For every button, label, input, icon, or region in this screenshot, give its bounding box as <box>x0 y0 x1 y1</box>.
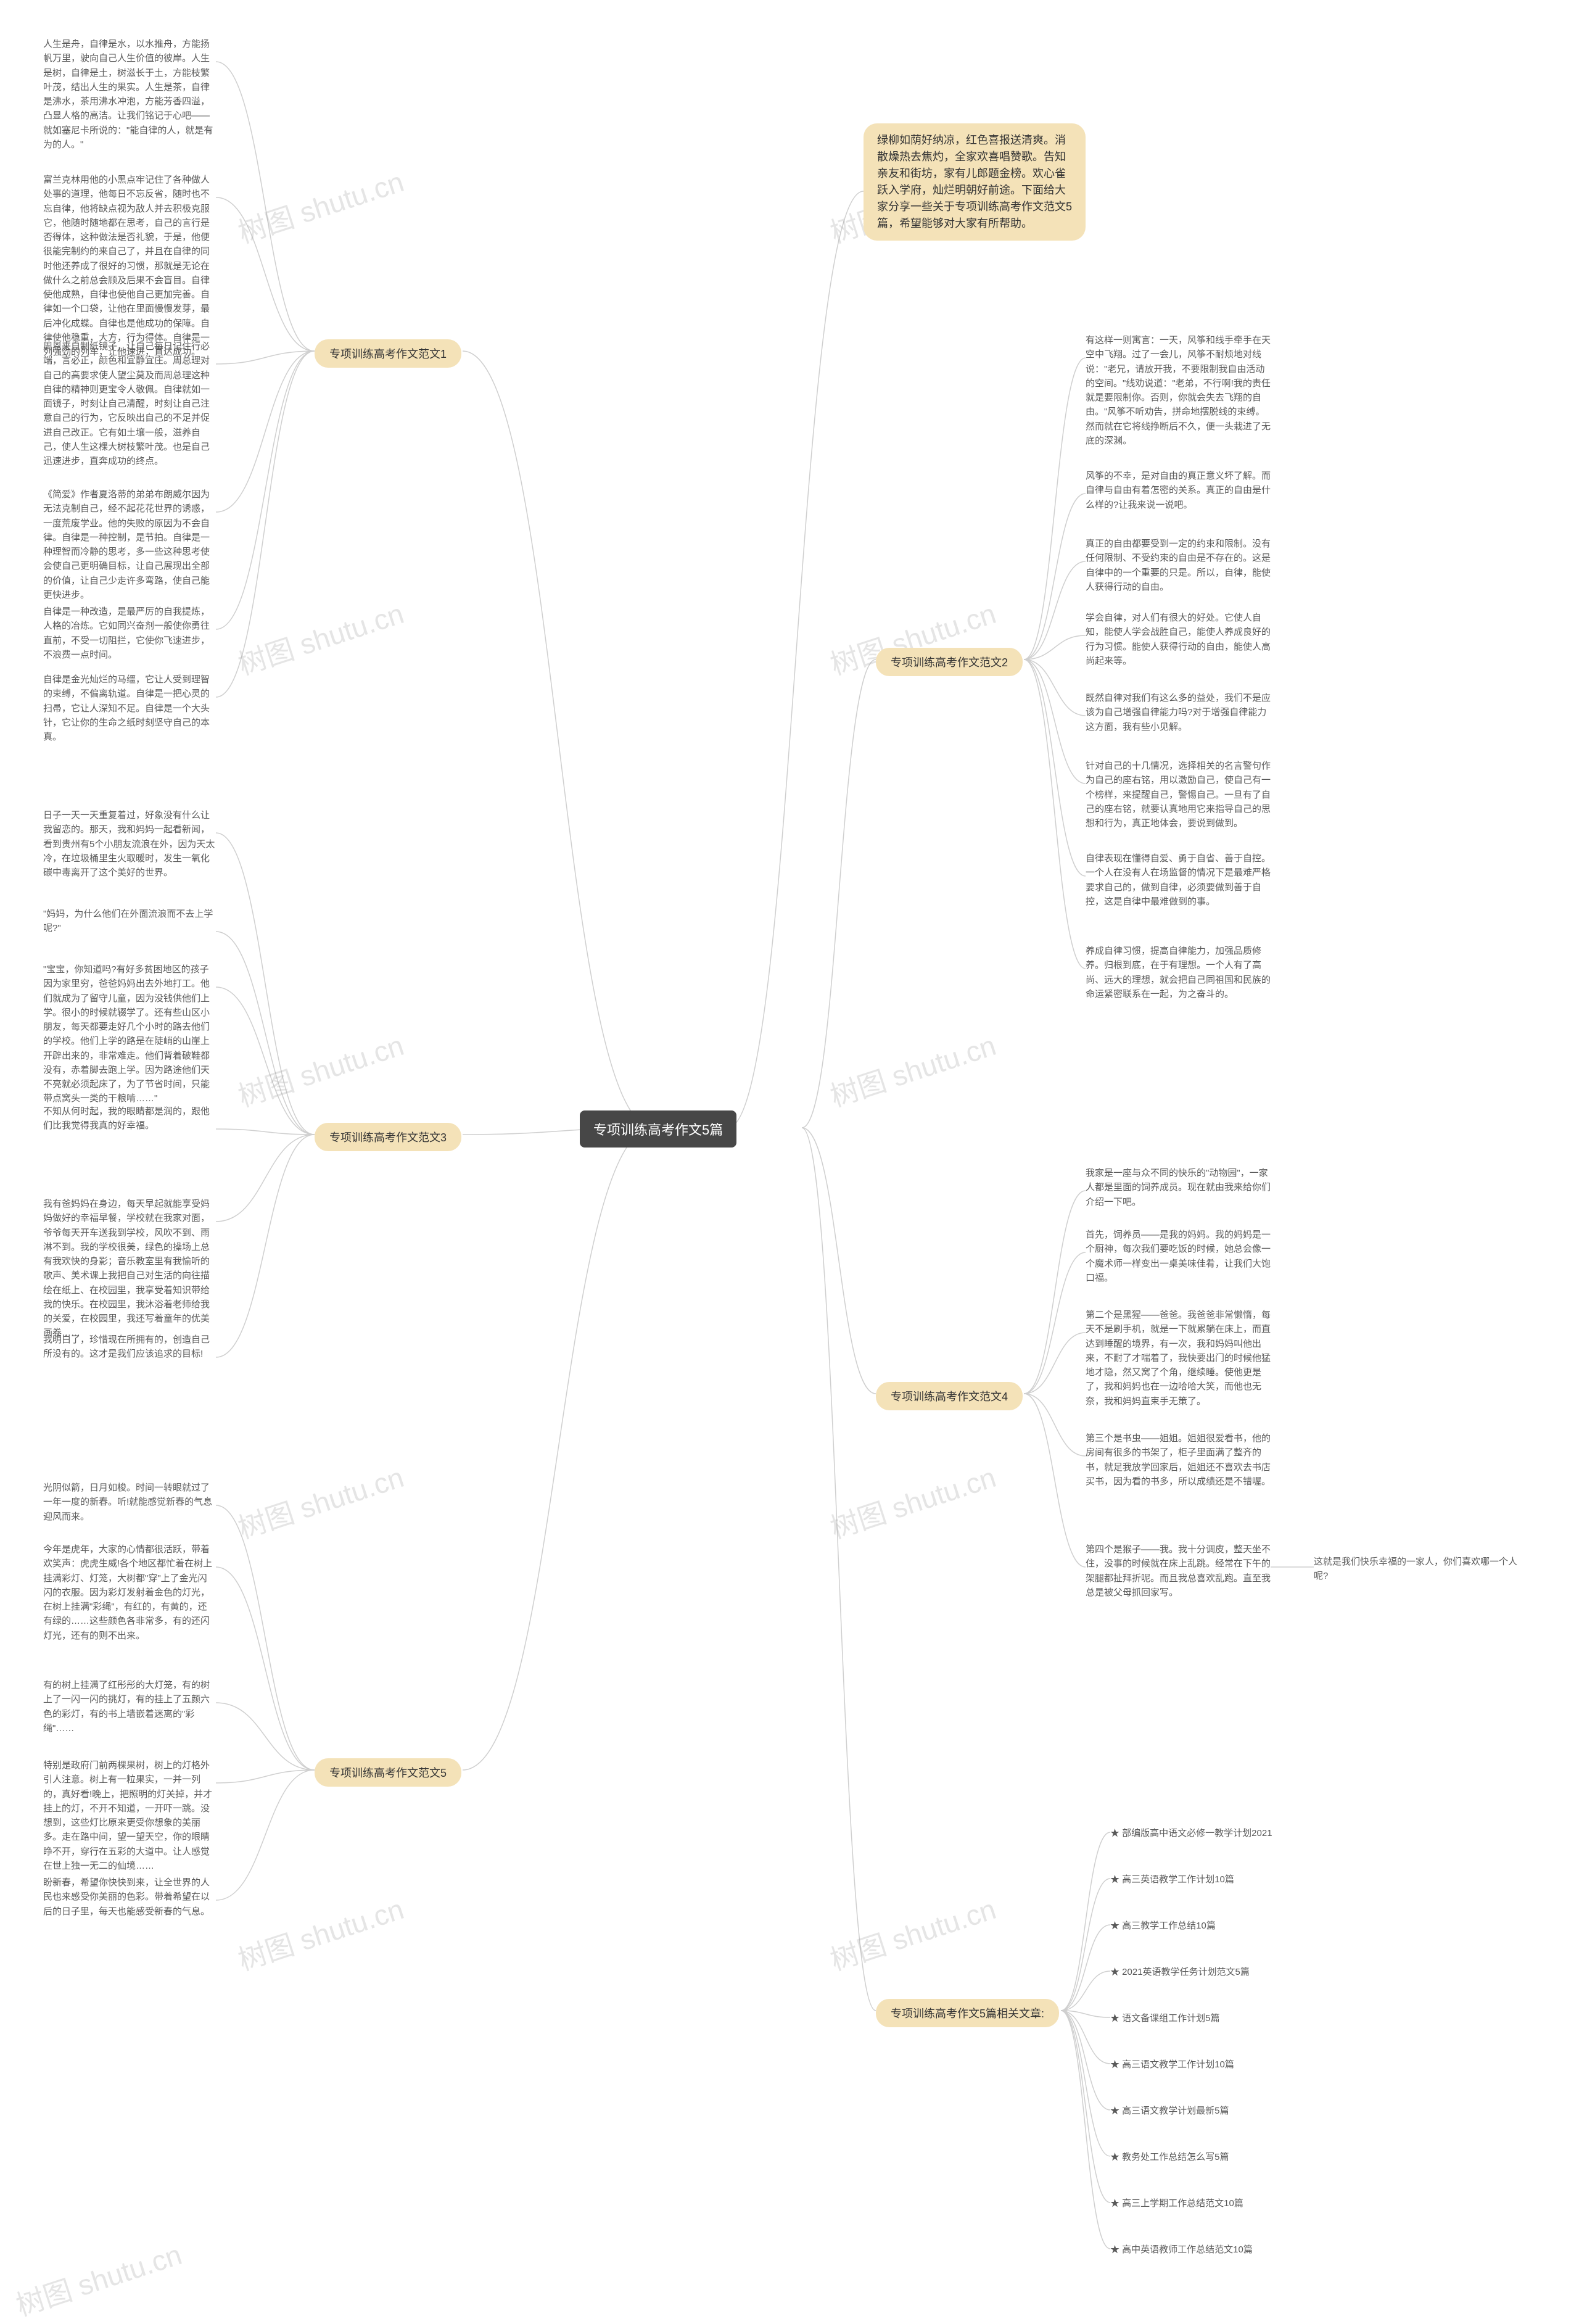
watermark: 树图 shutu.cn <box>10 2233 186 2324</box>
branch-b5: 专项训练高考作文范文5 <box>315 1758 461 1787</box>
bullet-item: ★ 高三教学工作总结10篇 <box>1110 1919 1216 1933</box>
branch-b6: 专项训练高考作文5篇相关文章: <box>876 1999 1059 2027</box>
branch-b4: 专项训练高考作文范文4 <box>876 1382 1023 1410</box>
leaf: 光阴似箭，日月如梭。时间一转眼就过了一年一度的新春。听!就能感觉新春的气息迎风而… <box>43 1481 216 1524</box>
leaf: 风筝的不幸，是对自由的真正意义坏了解。而自律与自由有着怎密的关系。真正的自由是什… <box>1086 469 1271 512</box>
bullet-item: ★ 教务处工作总结怎么写5篇 <box>1110 2150 1229 2164</box>
leaf: 有这样一则寓言：一天，风筝和线手牵手在天空中飞翔。过了一会儿，风筝不耐烦地对线说… <box>1086 333 1271 448</box>
watermark: 树图 shutu.cn <box>233 592 408 684</box>
leaf: 人生是舟，自律是水，以水推舟，方能扬帆万里，驶向自己人生价值的彼岸。人生是树，自… <box>43 37 216 152</box>
leaf: 富兰克林用他的小黑点牢记住了各种做人处事的道理，他每日不忘反省，随时也不忘自律，… <box>43 173 216 359</box>
bullet-item: ★ 高三上学期工作总结范文10篇 <box>1110 2196 1243 2210</box>
bullet-item: ★ 2021英语教学任务计划范文5篇 <box>1110 1965 1250 1979</box>
bullet-item: ★ 部编版高中语文必修一教学计划2021 <box>1110 1826 1272 1840</box>
leaf: 真正的自由都要受到一定的约束和限制。没有任何限制、不受约束的自由是不存在的。这是… <box>1086 537 1271 594</box>
leaf: 第三个是书虫——姐姐。姐姐很爱看书，他的房间有很多的书架了，柜子里面满了整齐的书… <box>1086 1431 1271 1489</box>
intro-bubble: 绿柳如荫好纳凉，红色喜报送清爽。消散燥热去焦灼，全家欢喜唱赞歌。告知亲友和街坊，… <box>864 123 1086 241</box>
leaf: 自律表现在懂得自爱、勇于自省、善于自控。一个人在没有人在场监督的情况下是最难严格… <box>1086 851 1271 909</box>
leaf: 学会自律，对人们有很大的好处。它使人自知，能使人学会战胜自己，能使人养成良好的行… <box>1086 611 1271 668</box>
root-node: 专项训练高考作文5篇 <box>580 1110 736 1148</box>
leaf: 日子一天一天重复着过，好象没有什么让我留恋的。那天，我和妈妈一起看新闻，看到贵州… <box>43 808 216 880</box>
leaf: 特别是政府门前两棵果树，树上的灯格外引人注意。树上有一粒果实，一并一列的，真好看… <box>43 1758 216 1873</box>
watermark: 树图 shutu.cn <box>825 1023 1000 1115</box>
bullet-item: ★ 高三英语教学工作计划10篇 <box>1110 1872 1234 1887</box>
leaf: 第二个是黑猩——爸爸。我爸爸非常懒惰，每天不是刷手机，就是一下就累躺在床上，而直… <box>1086 1308 1271 1408</box>
leaf: "宝宝，你知道吗?有好多贫困地区的孩子因为家里穷，爸爸妈妈出去外地打工。他们就成… <box>43 962 216 1106</box>
leaf: 我家是一座与众不同的快乐的"动物园"，一家人都是里面的饲养成员。现在就由我来给你… <box>1086 1166 1271 1209</box>
leaf: 既然自律对我们有这么多的益处，我们不是应该为自己增强自律能力吗?对于增强自律能力… <box>1086 691 1271 734</box>
watermark: 树图 shutu.cn <box>233 160 408 252</box>
watermark: 树图 shutu.cn <box>825 1887 1000 1979</box>
leaf-tail: 这就是我们快乐幸福的一家人，你们喜欢哪一个人呢? <box>1314 1555 1523 1584</box>
connector-lines <box>0 0 1579 2321</box>
leaf: 盼新春，希望你快快到来，让全世界的人民也来感受你美丽的色彩。带着希望在以后的日子… <box>43 1875 216 1919</box>
bullet-item: ★ 高三语文教学计划最新5篇 <box>1110 2104 1229 2118</box>
leaf: 自律是一种改造，是最严厉的自我提炼，人格的冶炼。它如同兴奋剂一般使你勇往直前，不… <box>43 605 216 662</box>
watermark: 树图 shutu.cn <box>825 1455 1000 1547</box>
leaf: 我有爸妈妈在身边，每天早起就能享受妈妈做好的幸福早餐，学校就在我家对面，爷爷每天… <box>43 1197 216 1341</box>
leaf: 《简爱》作者夏洛蒂的弟弟布朗威尔因为无法克制自己，经不起花花世界的诱惑，一度荒废… <box>43 487 216 602</box>
leaf: 周恩来自制纸镜子，让自己每日记住行必端，言必正，颜色和宜静宜庄。周总理对自己的高… <box>43 339 216 468</box>
leaf: "妈妈，为什么他们在外面流浪而不去上学呢?" <box>43 907 216 936</box>
bullet-item: ★ 高三语文教学工作计划10篇 <box>1110 2057 1234 2072</box>
leaf: 针对自己的十几情况，选择相关的名言警句作为自己的座右铭，用以激励自己，使自己有一… <box>1086 759 1271 830</box>
watermark: 树图 shutu.cn <box>233 1455 408 1547</box>
root-label: 专项训练高考作文5篇 <box>593 1119 723 1139</box>
leaf: 首先，饲养员——是我的妈妈。我的妈妈是一个厨神，每次我们要吃饭的时候，她总会像一… <box>1086 1228 1271 1285</box>
leaf: 养成自律习惯，提高自律能力，加强品质修养。归根到底，在于有理想。一个人有了高尚、… <box>1086 944 1271 1001</box>
leaf: 自律是金光灿烂的马缰，它让人受到理智的束缚，不偏离轨道。自律是一把心灵的扫帚，它… <box>43 672 216 744</box>
bullet-item: ★ 语文备课组工作计划5篇 <box>1110 2011 1220 2025</box>
branch-b1: 专项训练高考作文范文1 <box>315 339 461 368</box>
watermark: 树图 shutu.cn <box>233 1887 408 1979</box>
leaf: 今年是虎年，大家的心情都很活跃，带着欢笑声：虎虎生威!各个地区都忙着在树上挂满彩… <box>43 1542 216 1643</box>
watermark: 树图 shutu.cn <box>233 1023 408 1115</box>
bullet-item: ★ 高中英语教师工作总结范文10篇 <box>1110 2243 1253 2257</box>
leaf: 第四个是猴子——我。我十分调皮，整天坐不住，没事的时候就在床上乱跳。经常在下午的… <box>1086 1542 1271 1600</box>
branch-b3: 专项训练高考作文范文3 <box>315 1123 461 1151</box>
leaf: 不知从何时起，我的眼睛都是润的，跟他们比我觉得我真的好幸福。 <box>43 1104 216 1133</box>
leaf: 我明白了，珍惜现在所拥有的，创造自己所没有的。这才是我们应该追求的目标! <box>43 1333 216 1362</box>
leaf: 有的树上挂满了红彤彤的大灯笼，有的树上了一闪一闪的挑灯，有的挂上了五颜六色的彩灯… <box>43 1678 216 1735</box>
branch-b2: 专项训练高考作文范文2 <box>876 648 1023 676</box>
